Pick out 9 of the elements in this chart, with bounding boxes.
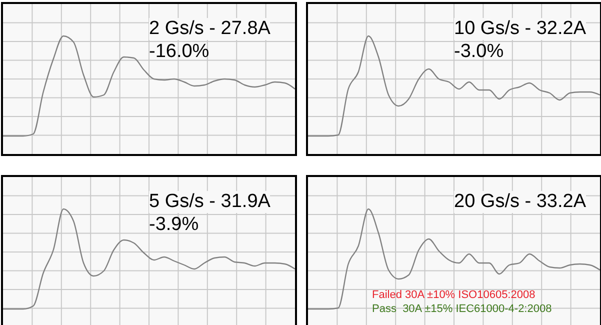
annotation: Failed 30A ±10% ISO10605:2008 (372, 289, 536, 301)
chart-title: 20 Gs/s - 33.2A (454, 191, 586, 213)
annotation: Pass 30A ±15% IEC61000-4-2:2008 (372, 303, 552, 315)
chart-subtitle: -16.0% (149, 41, 210, 63)
chart-subtitle: -3.0% (454, 41, 504, 63)
chart-subtitle: -3.9% (149, 214, 199, 236)
chart-title: 2 Gs/s - 27.8A (149, 18, 270, 40)
chart-title: 5 Gs/s - 31.9A (149, 191, 270, 213)
chart-title: 10 Gs/s - 32.2A (454, 18, 586, 40)
